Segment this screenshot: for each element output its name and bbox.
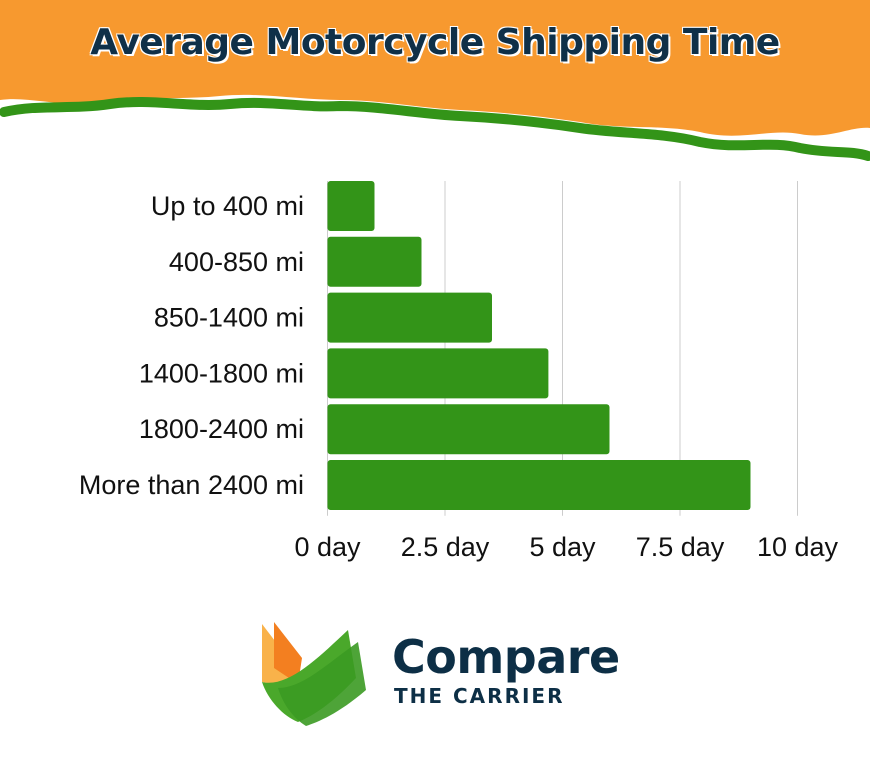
category-label: 850-1400 mi xyxy=(154,303,304,333)
category-label: More than 2400 mi xyxy=(79,470,304,500)
x-tick-label: 2.5 day xyxy=(401,532,490,562)
bar xyxy=(327,348,549,399)
header-stripe xyxy=(0,97,870,161)
logo-mark-icon xyxy=(262,622,366,726)
x-tick-label: 10 day xyxy=(757,532,839,562)
bar xyxy=(327,181,375,231)
bar-chart: Up to 400 mi 400-850 mi 850-1400 mi 1400-18… xyxy=(79,181,839,562)
header-background xyxy=(0,0,870,136)
bar xyxy=(327,292,492,343)
header-banner xyxy=(0,0,870,161)
logo-sub-text: THE CARRIER xyxy=(394,684,565,708)
chart-title: Average Motorcycle Shipping Time xyxy=(90,22,780,63)
category-label: 1400-1800 mi xyxy=(139,358,304,388)
bar xyxy=(327,460,751,510)
x-tick-label: 0 day xyxy=(294,532,361,562)
bar xyxy=(327,236,422,287)
x-tick-label: 7.5 day xyxy=(636,532,725,562)
logo-main-text: Compare xyxy=(392,630,620,684)
category-label: 400-850 mi xyxy=(169,247,304,277)
category-label: Up to 400 mi xyxy=(151,191,304,221)
compare-the-carrier-logo: Compare THE CARRIER xyxy=(258,618,620,728)
bar xyxy=(327,404,610,455)
x-tick-label: 5 day xyxy=(529,532,596,562)
category-label: 1800-2400 mi xyxy=(139,414,304,444)
